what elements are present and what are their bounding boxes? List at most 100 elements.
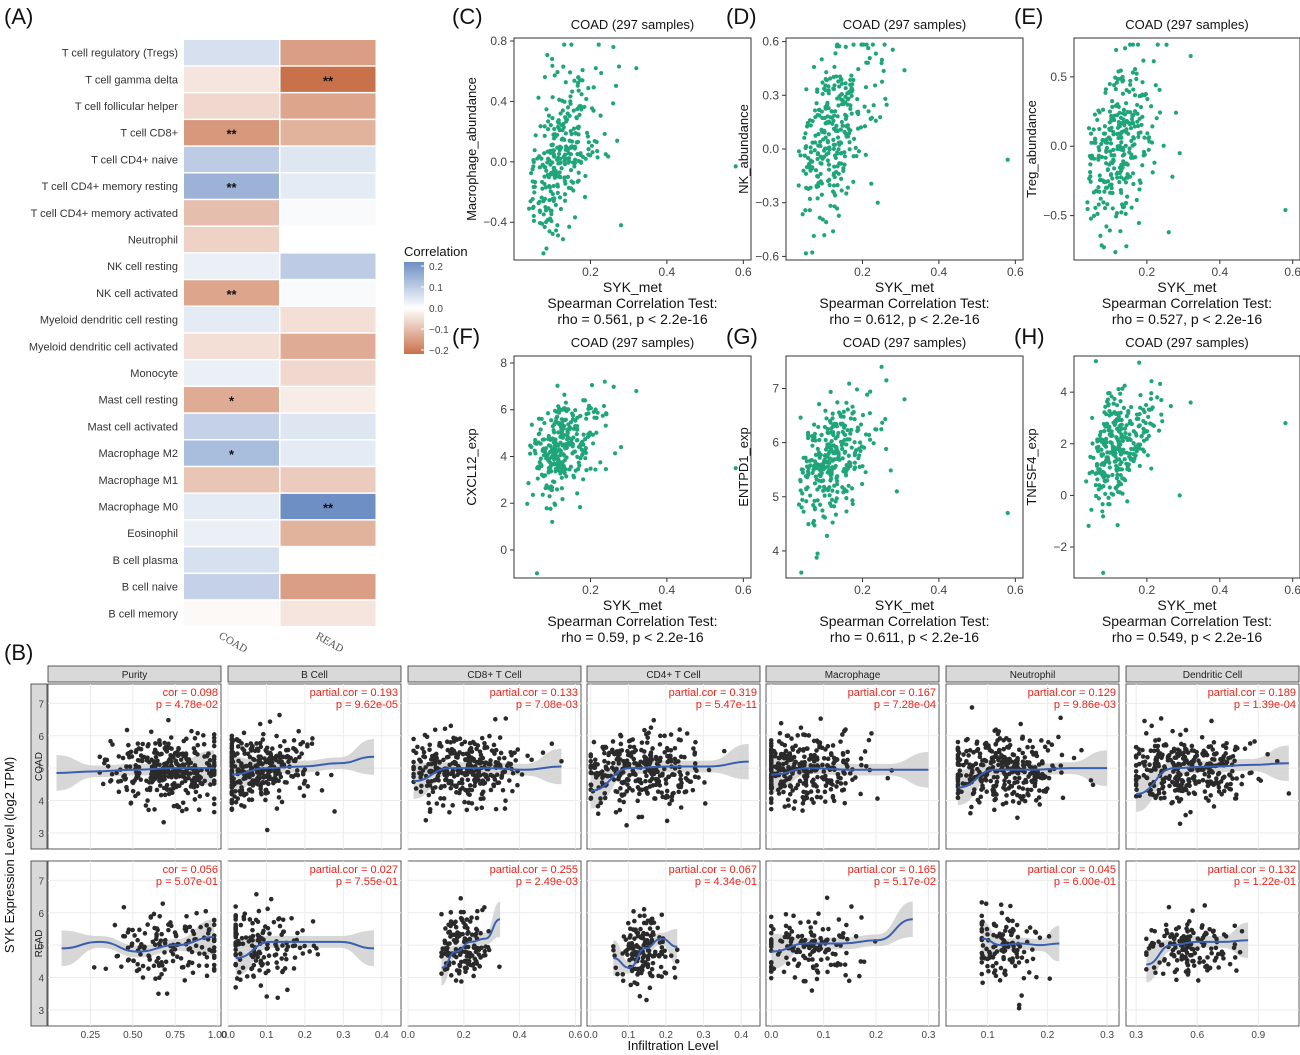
- data-point: [580, 78, 585, 83]
- data-point: [249, 744, 255, 749]
- data-point: [840, 429, 845, 434]
- data-point: [1110, 176, 1115, 181]
- data-point: [554, 409, 559, 414]
- trend-line: [590, 760, 749, 792]
- data-point: [583, 450, 588, 455]
- data-point: [497, 763, 503, 768]
- data-point: [783, 923, 789, 929]
- data-point: [302, 767, 308, 773]
- data-point: [134, 968, 140, 974]
- data-point: [614, 757, 620, 762]
- data-point: [863, 152, 868, 157]
- data-point: [1028, 787, 1034, 793]
- correlation-stat: partial.cor = 0.165: [848, 864, 936, 876]
- data-point: [1122, 426, 1128, 431]
- x-tick-label: 0.6: [735, 265, 752, 279]
- data-point: [970, 768, 975, 773]
- data-point: [572, 146, 577, 151]
- data-point: [1103, 155, 1108, 160]
- data-point: [818, 716, 823, 721]
- x-tick-label: 1.00: [208, 1030, 228, 1041]
- data-point: [606, 750, 612, 756]
- data-point: [586, 411, 591, 416]
- data-point: [829, 466, 834, 471]
- data-point: [1108, 173, 1113, 178]
- data-point: [427, 747, 432, 753]
- data-point: [1118, 391, 1123, 396]
- data-point: [1108, 149, 1113, 154]
- data-point: [540, 186, 545, 191]
- data-point: [560, 435, 565, 440]
- data-point: [809, 988, 815, 993]
- data-point: [682, 754, 687, 760]
- data-point: [1131, 441, 1136, 446]
- heatmap-row-label: T cell follicular helper: [75, 101, 178, 113]
- data-point: [104, 757, 110, 763]
- data-point: [166, 770, 172, 776]
- data-point: [258, 983, 264, 988]
- data-point: [1090, 469, 1095, 474]
- data-point: [202, 754, 207, 759]
- data-point: [531, 159, 536, 165]
- data-point: [626, 738, 632, 744]
- x-tick-label: 0.2: [582, 583, 599, 597]
- data-point: [826, 132, 831, 137]
- data-point: [861, 959, 867, 965]
- data-point: [1105, 202, 1110, 207]
- data-point: [632, 928, 638, 933]
- heatmap-row-label: B cell memory: [108, 608, 178, 620]
- data-point: [823, 465, 828, 470]
- data-point: [274, 806, 280, 811]
- data-point: [828, 780, 833, 786]
- data-point: [600, 413, 605, 418]
- data-point: [824, 220, 829, 225]
- data-point: [249, 952, 254, 958]
- data-point: [550, 56, 555, 62]
- data-point: [1141, 418, 1146, 424]
- data-point: [813, 114, 818, 120]
- data-point: [332, 809, 337, 814]
- data-point: [189, 949, 195, 955]
- data-point: [1091, 190, 1097, 195]
- data-point: [1109, 491, 1114, 496]
- data-point: [176, 763, 181, 769]
- data-point: [177, 773, 182, 779]
- data-point: [575, 179, 580, 184]
- data-point: [279, 799, 285, 805]
- data-point: [206, 926, 212, 932]
- data-point: [124, 764, 129, 770]
- data-point: [206, 771, 212, 776]
- x-tick-label: 0.1: [259, 1030, 273, 1041]
- data-point: [536, 95, 541, 100]
- data-point: [625, 748, 630, 754]
- data-point: [1150, 170, 1155, 175]
- data-point: [1107, 413, 1112, 418]
- data-point: [183, 787, 189, 793]
- data-point: [634, 388, 639, 394]
- data-point: [1108, 190, 1113, 195]
- data-point: [815, 87, 820, 92]
- heatmap-cell: [280, 600, 376, 626]
- data-point: [546, 173, 551, 178]
- data-point: [261, 955, 267, 960]
- data-point: [457, 790, 462, 796]
- data-point: [473, 931, 479, 937]
- data-point: [270, 746, 275, 751]
- data-point: [1150, 124, 1155, 129]
- x-tick-label: 0.2: [1040, 1030, 1054, 1041]
- data-point: [660, 939, 665, 945]
- column-strip-label: CD4+ T Cell: [646, 670, 700, 681]
- data-point: [145, 798, 150, 803]
- data-point: [583, 173, 588, 179]
- data-point: [636, 814, 642, 820]
- data-point: [464, 807, 470, 813]
- data-point: [1120, 434, 1126, 439]
- data-point: [805, 430, 811, 435]
- data-point: [1093, 359, 1098, 364]
- data-point: [1114, 211, 1120, 216]
- data-point: [834, 44, 839, 49]
- data-point: [1145, 453, 1150, 458]
- data-point: [617, 748, 623, 754]
- data-point: [291, 738, 297, 743]
- correlation-stat: cor = 0.098: [163, 687, 218, 699]
